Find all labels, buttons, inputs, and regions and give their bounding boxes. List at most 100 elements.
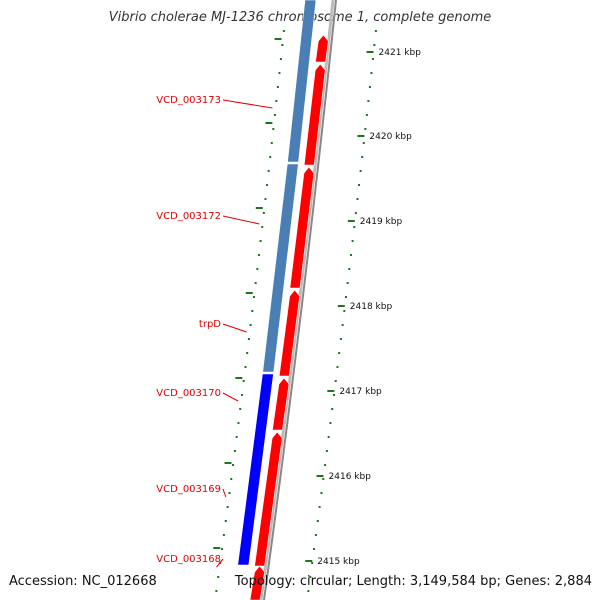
outer-tick [338,352,341,354]
outer-tick [316,520,319,522]
inner-tick [269,156,272,158]
inner-tick [235,436,238,438]
forward-gene-arrow [272,377,290,431]
inner-tick [276,86,279,88]
inner-tick [273,114,276,116]
major-tick [337,305,345,307]
inner-tick [222,534,225,536]
outer-tick [332,394,335,396]
gene-label: trpD [199,319,221,330]
gene-leader-line [216,558,224,568]
inner-tick [262,212,265,214]
label-layer: 2421 kbp 2420 kbp 2419 kbp 2418 kbp 2417 kbp… [156,48,422,568]
outer-tick [331,408,334,410]
inner-tick [242,380,245,382]
inner-tick [247,338,250,340]
major-tick [265,122,273,124]
inner-tick [249,324,252,326]
outer-tick [346,282,349,284]
inner-tick [226,506,229,508]
gene-label: VCD_003170 [156,388,221,399]
major-tick [245,292,253,294]
gene-label: VCD_003172 [156,211,221,222]
kbp-label: 2421 kbp [379,48,422,58]
inner-tick [246,352,249,354]
topology-summary: Topology: circular; Length: 3,149,584 bp… [234,574,592,589]
gene-leader-line [222,215,260,225]
inner-tick [233,450,236,452]
kbp-label: 2419 kbp [360,217,403,227]
outer-tick [361,156,364,158]
forward-gene-arrow [289,166,315,289]
major-tick [274,38,282,40]
kbp-label: 2420 kbp [369,132,412,142]
major-tick [347,220,355,222]
inner-tick [279,58,282,60]
map-title: Vibrio cholerae MJ-1236 chromosome 1, co… [108,10,492,25]
inner-tick [281,44,284,46]
gene-label: VCD_003173 [156,95,221,106]
reverse-gene-block [287,0,317,163]
inner-tick [240,394,243,396]
inner-tick [257,254,260,256]
inner-tick [239,408,242,410]
outer-tick [334,380,337,382]
gene-label: VCD_003168 [156,554,221,565]
inner-tick [261,226,264,228]
outer-tick [358,184,361,186]
kbp-label: 2416 kbp [329,472,372,482]
outer-tick [314,534,317,536]
forward-gene-arrow [249,565,265,600]
outer-tick [365,114,368,116]
inner-tick [252,296,255,298]
inner-tick [267,170,270,172]
inner-tick [251,310,254,312]
outer-tick [343,310,346,312]
outer-tick [370,72,373,74]
inner-tick [232,464,235,466]
outer-tick [322,478,325,480]
major-tick [357,135,365,137]
outer-tick [320,492,323,494]
kbp-label: 2418 kbp [350,302,393,312]
outer-tick [324,464,327,466]
inner-tick [264,198,267,200]
backbone-line [263,0,337,600]
major-tick [235,377,243,379]
inner-tick [259,240,262,242]
gene-leader-line [222,99,273,109]
outer-tick [353,226,356,228]
outer-tick [313,548,316,550]
major-tick [316,475,324,477]
reverse-gene-block [237,373,274,566]
gene-leader-line [222,392,239,402]
outer-tick [318,506,321,508]
tick-layer [213,30,377,592]
inner-tick [275,100,278,102]
outer-tick [325,450,328,452]
major-tick [255,207,263,209]
inner-tick [228,492,231,494]
inner-tick [215,590,218,592]
backbone-layer [259,0,337,600]
accession-text: Accession: NC_012668 [9,574,157,589]
gene-layer [237,0,329,600]
outer-tick [309,576,312,578]
forward-gene-arrow [278,289,301,377]
outer-tick [374,30,377,32]
major-tick [213,547,221,549]
outer-tick [311,562,314,564]
major-tick [327,390,335,392]
inner-tick [272,128,275,130]
outer-tick [359,170,362,172]
outer-tick [339,338,342,340]
major-tick [224,462,232,464]
inner-tick [278,72,281,74]
outer-tick [367,100,370,102]
inner-tick [224,520,227,522]
outer-tick [351,240,354,242]
forward-gene-arrow [303,63,326,166]
inner-tick [254,282,257,284]
